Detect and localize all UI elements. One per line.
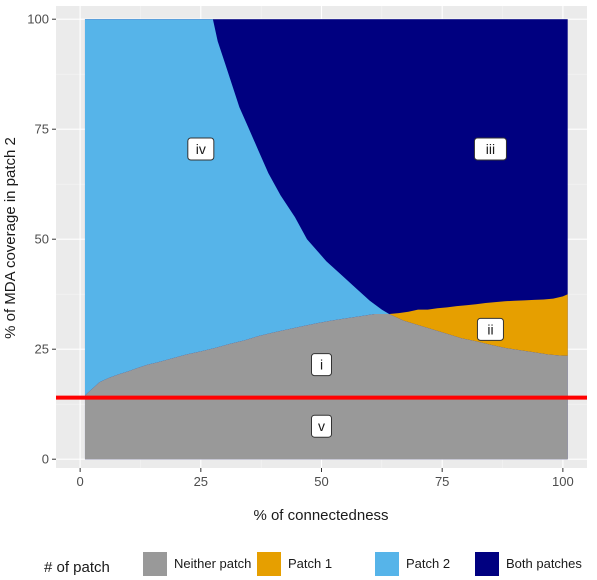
x-tick-label: 75 (435, 474, 449, 489)
region-label-box (187, 137, 215, 161)
region-label: iii (486, 141, 495, 157)
legend-key (475, 552, 499, 576)
legend-title: # of patch (44, 559, 110, 576)
x-tick-label: 0 (77, 474, 84, 489)
plot-regions (84, 19, 568, 460)
x-axis-title: % of connectedness (253, 507, 388, 524)
region-label-box (311, 353, 332, 377)
y-tick-label: 100 (27, 12, 49, 27)
region-label-box (311, 414, 332, 438)
x-tick-label: 50 (314, 474, 328, 489)
x-axis-ticks: 0 25 50 75 100 (77, 468, 574, 489)
region-label: i (320, 357, 323, 373)
legend-entry-label: Patch 1 (288, 556, 332, 571)
x-tick-label: 25 (194, 474, 208, 489)
legend-entry-label: Both patches (506, 556, 582, 571)
region-label: ii (487, 321, 493, 337)
region-label: iv (196, 141, 206, 157)
y-tick-label: 50 (35, 232, 49, 247)
y-tick-label: 0 (42, 452, 49, 467)
region-neither-patch (85, 314, 568, 460)
legend: # of patch Neither patch Patch 1 Patch 2 Bo… (44, 552, 582, 576)
region-label-box (476, 317, 504, 341)
legend-entry-label: Neither patch (174, 556, 251, 571)
y-tick-label: 75 (35, 122, 49, 137)
legend-key (375, 552, 399, 576)
legend-key (143, 552, 167, 576)
region-label-box (473, 137, 507, 161)
legend-entry-label: Patch 2 (406, 556, 450, 571)
region-label: v (318, 418, 325, 434)
y-axis-ticks: 0 25 50 75 100 (27, 12, 56, 467)
region-patch-2 (85, 19, 390, 396)
x-tick-label: 100 (552, 474, 574, 489)
y-axis-title: % of MDA coverage in patch 2 (2, 137, 19, 339)
y-tick-label: 25 (35, 342, 49, 357)
legend-key (257, 552, 281, 576)
